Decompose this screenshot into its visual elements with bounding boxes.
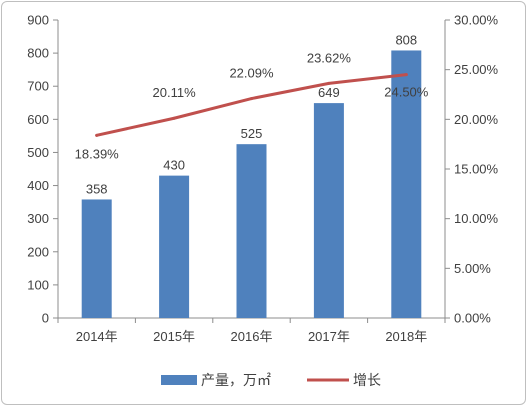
y-right-tick-label: 5.00% (454, 261, 491, 276)
data-labels: 358 430 525 649 808 18.39% 20.11% 22.09% 23.62% 2… (75, 32, 429, 196)
legend-label-line: 增长 (353, 372, 381, 388)
y-right-tick-label: 30.00% (454, 13, 499, 28)
bar (159, 175, 190, 318)
y-right-tick-label: 25.00% (454, 62, 499, 77)
line-data-label: 20.11% (153, 85, 197, 100)
line-point (95, 133, 99, 137)
line-data-label: 23.62% (307, 50, 352, 65)
x-tick-label: 2017年 (308, 329, 350, 344)
x-tick-label: 2016年 (231, 329, 273, 344)
x-tick-label: 2015年 (153, 329, 195, 344)
bar-data-label: 358 (86, 181, 108, 196)
y-left-tick-label: 400 (27, 178, 49, 193)
y-left-tick-label: 0 (42, 311, 49, 326)
y-left-tick-label: 600 (27, 112, 49, 127)
y-left-tick-label: 800 (27, 46, 49, 61)
y-left-tick-label: 900 (27, 13, 49, 28)
line-data-label: 18.39% (75, 146, 120, 161)
bar (236, 144, 267, 318)
y-left-tick-label: 200 (27, 244, 49, 259)
y-left-tick-label: 300 (27, 211, 49, 226)
y-right-tick-label: 20.00% (454, 112, 499, 127)
bar (391, 50, 422, 319)
line-point (250, 97, 253, 101)
legend-label-bar: 产量，万㎡ (201, 372, 271, 388)
line-point (172, 116, 176, 120)
line-point (404, 73, 408, 77)
y-left-tick-label: 500 (27, 145, 49, 160)
x-tick-label: 2014年 (76, 329, 118, 344)
bar (81, 199, 112, 318)
line-data-label: 22.09% (229, 66, 274, 81)
legend: 产量，万㎡ 增长 (161, 372, 381, 388)
y-left-tick-label: 100 (27, 277, 49, 292)
legend-swatch-bar (161, 375, 197, 385)
bar-data-label: 430 (163, 158, 185, 173)
y-right-tick-label: 0.00% (454, 311, 491, 326)
bar (313, 103, 344, 318)
line-series (95, 73, 408, 137)
bar-data-label: 525 (241, 126, 263, 141)
y-left-tick-label: 700 (27, 79, 49, 94)
line-point (327, 81, 331, 85)
bar-data-label: 649 (318, 85, 340, 100)
y-right-tick-label: 10.00% (454, 211, 499, 226)
bar-data-label: 808 (395, 32, 417, 47)
y-right-tick-label: 15.00% (454, 162, 499, 177)
line-data-label: 24.50% (384, 85, 429, 100)
x-tick-label: 2018年 (385, 329, 427, 344)
axes: 0 100 200 300 400 500 600 700 800 900 0.00% 5.00% 10… (27, 13, 498, 345)
bar-series (81, 50, 422, 319)
